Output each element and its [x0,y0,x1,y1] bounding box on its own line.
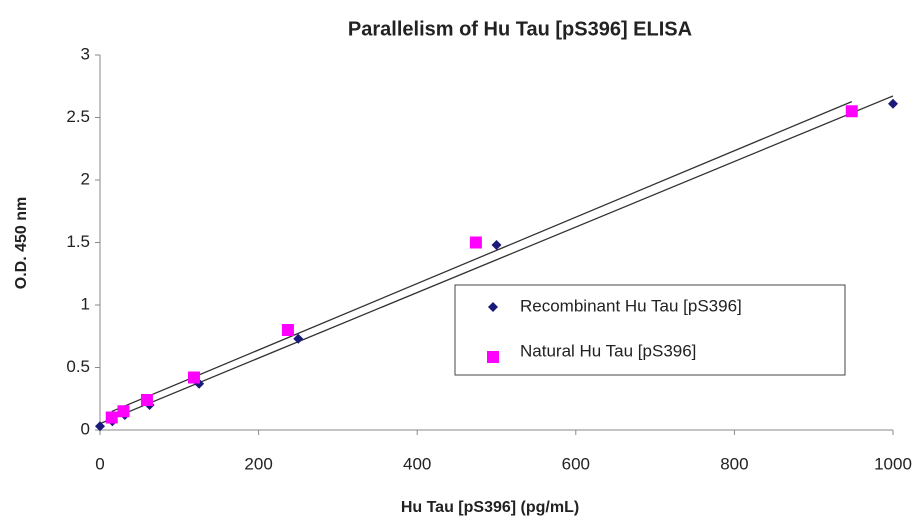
data-point [117,405,130,418]
data-point [105,411,118,424]
chart-title: Parallelism of Hu Tau [pS396] ELISA [348,18,692,40]
data-point [293,333,304,344]
legend-box [454,284,846,376]
x-tick-label: 1000 [874,454,912,473]
data-point [491,240,502,250]
data-point [845,105,858,118]
y-tick-label: 2.5 [66,107,90,126]
y-tick-label: 2 [81,169,90,188]
y-tick-label: 0 [81,419,90,438]
data-point [140,394,153,406]
y-tick-label: 0.5 [66,357,90,376]
x-tick-label: 200 [244,454,272,473]
x-tick-label: 800 [720,454,748,473]
y-axis-title: O.D. 450 nm [13,197,30,289]
y-tick-label: 1 [81,294,90,313]
x-tick-label: 0 [95,454,104,473]
legend-marker [488,302,498,312]
x-tick-label: 600 [562,454,590,473]
data-point [888,98,898,109]
y-tick-label: 3 [81,44,90,63]
trendline [111,100,853,413]
x-axis-title: Hu Tau [pS396] (pg/mL) [401,499,579,516]
y-tick-label: 1.5 [66,232,90,251]
x-tick-label: 400 [403,454,431,473]
legend-marker [487,351,499,363]
data-point [281,324,294,336]
legend-label: Recombinant Hu Tau [pS396] [520,296,742,315]
data-point [187,371,200,384]
legend-label: Natural Hu Tau [pS396] [520,341,696,360]
data-point [95,421,105,432]
data-point [469,236,482,249]
trendline [99,95,894,425]
